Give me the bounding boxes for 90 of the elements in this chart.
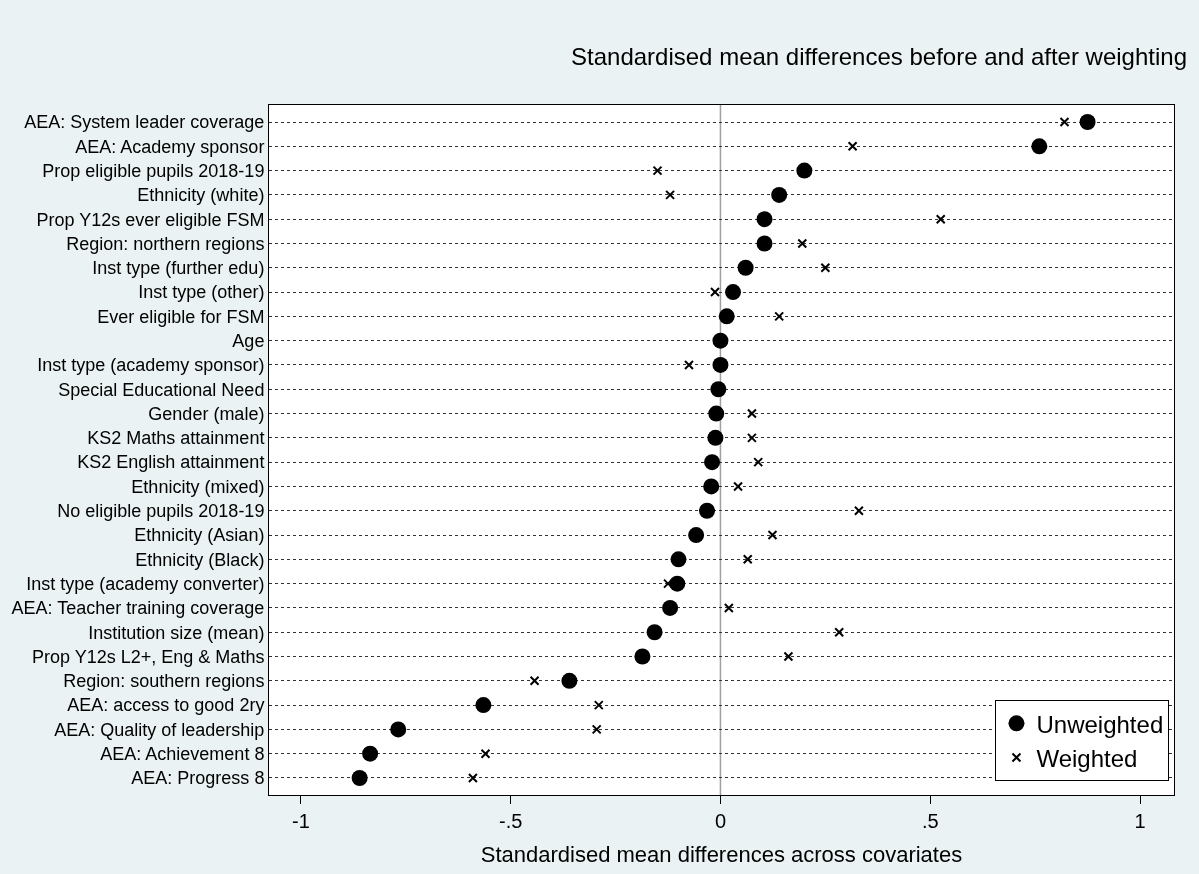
point (561, 672, 578, 689)
y-tick-label: Prop Y12s ever eligible FSM (36, 209, 265, 230)
point (593, 700, 604, 711)
chart-title: Standardised mean differences before and after weighting (571, 42, 1188, 70)
y-tick-label: AEA: Quality of leadership (54, 719, 265, 740)
point (669, 575, 686, 592)
point (362, 745, 379, 762)
x-tick-label: 0 (714, 810, 727, 832)
y-tick-label: Ethnicity (white) (137, 185, 265, 206)
point (742, 554, 753, 565)
point (670, 551, 687, 568)
y-tick-label: Prop Y12s L2+, Eng & Maths (32, 646, 265, 667)
x-tick-label: .5 (921, 810, 939, 832)
point (475, 697, 492, 714)
point (707, 429, 724, 446)
point (834, 627, 845, 638)
point (708, 405, 725, 422)
y-tick-label: Inst type (academy sponsor) (37, 355, 265, 376)
point (847, 141, 858, 152)
y-tick-label: AEA: Academy sponsor (75, 136, 265, 157)
point (746, 408, 757, 419)
point (753, 457, 764, 468)
point (797, 238, 808, 249)
point (467, 772, 478, 783)
point (746, 432, 757, 443)
point (703, 478, 720, 495)
y-tick-label: Special Educational Need (58, 379, 265, 400)
x-axis-title: Standardised mean differences across covariates (480, 841, 963, 867)
point (390, 721, 407, 738)
y-tick-label: Inst type (further edu) (92, 258, 265, 279)
point (853, 505, 864, 516)
y-tick-label: AEA: access to good 2ry (67, 695, 265, 716)
point (688, 527, 705, 544)
point (820, 262, 831, 273)
y-tick-label: Ever eligible for FSM (97, 306, 265, 327)
point (712, 356, 729, 373)
point (783, 651, 794, 662)
point (935, 214, 946, 225)
y-tick-label: Ethnicity (mixed) (131, 476, 265, 497)
point (1079, 114, 1096, 130)
point (683, 359, 694, 370)
point (767, 530, 778, 541)
y-tick-label: AEA: Achievement 8 (100, 744, 265, 764)
y-tick-label: Ethnicity (Asian) (134, 525, 265, 546)
point (725, 284, 742, 301)
y-tick-label: No eligible pupils 2018-19 (57, 501, 265, 522)
point (737, 259, 754, 276)
legend-label: Unweighted (1036, 710, 1164, 738)
point (712, 332, 729, 349)
point (480, 748, 491, 759)
x-tick-label: -1 (291, 810, 310, 832)
point (699, 502, 716, 519)
point (774, 311, 785, 322)
y-tick-label: KS2 Maths attainment (87, 428, 265, 449)
point (351, 769, 368, 786)
y-tick-label: Ethnicity (Black) (135, 549, 265, 570)
point (529, 675, 540, 686)
point (1059, 117, 1070, 128)
point (710, 381, 727, 398)
point (723, 602, 734, 613)
y-tick-label: KS2 English attainment (77, 452, 265, 473)
point (1031, 138, 1048, 155)
point (796, 162, 813, 179)
point (733, 481, 744, 492)
point (646, 624, 663, 641)
point (756, 235, 773, 252)
y-tick-label: AEA: Progress 8 (131, 768, 265, 789)
y-tick-label: Prop eligible pupils 2018-19 (42, 160, 265, 181)
y-tick-label: Inst type (other) (138, 282, 265, 303)
y-tick-label: Age (232, 330, 265, 351)
point (718, 308, 735, 325)
y-tick-label: Inst type (academy converter) (26, 573, 265, 594)
y-tick-label: Region: southern regions (63, 671, 265, 692)
point (756, 211, 773, 228)
point (662, 599, 679, 616)
point (710, 287, 720, 298)
y-tick-label: Institution size (mean) (88, 622, 265, 643)
y-tick-label: AEA: System leader coverage (24, 112, 265, 133)
point (634, 648, 651, 665)
point (652, 165, 663, 176)
point (665, 189, 676, 200)
point (591, 724, 602, 735)
y-tick-label: Region: northern regions (66, 233, 265, 254)
x-tick-label: 1 (1134, 810, 1146, 832)
x-tick-label: -.5 (499, 810, 523, 832)
legend-label: Weighted (1036, 744, 1138, 772)
point (704, 454, 721, 471)
y-tick-label: AEA: Teacher training coverage (11, 598, 265, 619)
y-tick-label: Gender (male) (148, 403, 265, 424)
point (771, 186, 788, 203)
